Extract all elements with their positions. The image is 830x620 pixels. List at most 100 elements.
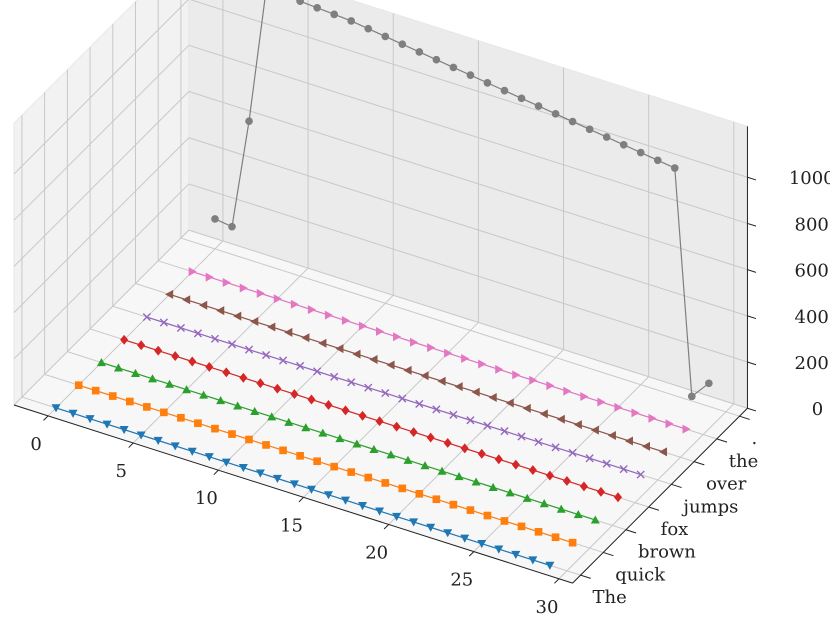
data-point-marker: [545, 561, 555, 570]
data-point-marker: [51, 404, 61, 413]
marker-stroke: [176, 323, 186, 333]
data-point-marker: [182, 385, 192, 394]
marker-stroke: [330, 372, 339, 381]
data-point-marker: [580, 392, 589, 402]
data-point-marker: [624, 436, 633, 446]
data-point-marker: [182, 295, 191, 305]
data-point-marker: [256, 378, 265, 389]
data-point-marker: [153, 436, 163, 445]
data-point-marker: [244, 345, 254, 354]
gridline-x: [558, 403, 735, 580]
marker-stroke: [432, 405, 441, 414]
data-point-marker: [307, 305, 316, 315]
data-point-marker: [330, 462, 338, 471]
data-point-marker: [290, 389, 299, 400]
y-tick-label: over: [706, 474, 747, 495]
data-point-marker: [426, 523, 436, 532]
data-point-marker: [415, 399, 424, 409]
marker-stroke: [415, 399, 424, 409]
data-point-marker: [375, 416, 384, 427]
data-point-marker: [602, 133, 611, 141]
data-point-marker: [539, 499, 549, 508]
data-point-marker: [210, 334, 220, 343]
y-tick-mark: [580, 574, 591, 579]
marker-stroke: [364, 383, 373, 392]
data-point-marker: [449, 500, 458, 509]
data-point-marker: [687, 392, 696, 401]
y-tick-label: The: [593, 587, 627, 608]
data-point-marker: [483, 79, 492, 87]
data-point-marker: [330, 372, 339, 381]
data-point-marker: [227, 340, 237, 349]
data-point-marker: [324, 310, 334, 320]
data-point-marker: [483, 421, 492, 430]
data-point-marker: [648, 413, 657, 423]
data-point-marker: [585, 125, 594, 134]
data-point-marker: [177, 413, 185, 422]
marker-stroke: [483, 421, 492, 430]
data-point-marker: [705, 379, 713, 388]
data-point-marker: [398, 484, 407, 493]
data-point-marker: [222, 278, 231, 288]
data-point-marker: [551, 110, 560, 118]
data-point-marker: [437, 376, 446, 386]
data-point-marker: [386, 360, 395, 370]
data-point-marker: [364, 473, 373, 482]
data-point-marker: [432, 495, 441, 504]
data-point-marker: [136, 431, 146, 440]
x-tick-label: 0: [30, 434, 41, 455]
data-point-marker: [585, 454, 594, 463]
data-point-marker: [398, 40, 407, 49]
data-point-marker: [262, 441, 270, 449]
data-point-marker: [307, 394, 316, 405]
data-point-marker: [614, 402, 623, 412]
data-point-marker: [551, 443, 560, 452]
data-point-marker: [427, 343, 436, 353]
data-point-marker: [466, 71, 475, 79]
data-point-marker: [313, 3, 321, 12]
data-point-marker: [443, 438, 452, 448]
x-tick-mark: [383, 524, 390, 530]
data-point-marker: [500, 86, 509, 95]
data-point-marker: [420, 461, 430, 470]
data-point-marker: [494, 454, 503, 465]
data-point-marker: [228, 430, 236, 438]
data-point-marker: [199, 390, 209, 399]
data-point-marker: [194, 419, 202, 428]
data-point-marker: [529, 375, 538, 385]
data-point-marker: [108, 392, 117, 400]
data-point-marker: [607, 431, 616, 441]
marker-stroke: [602, 459, 611, 468]
data-point-marker: [546, 381, 555, 391]
marker-stroke: [193, 329, 203, 338]
data-point-marker: [170, 442, 180, 451]
x-tick-mark: [298, 496, 304, 503]
y-tick-mark: [671, 483, 682, 489]
x-tick-label: 10: [195, 488, 218, 509]
gridline-z: [13, 44, 190, 221]
data-point-marker: [369, 355, 378, 365]
data-point-marker: [335, 434, 345, 443]
data-point-marker: [273, 383, 282, 394]
marker-stroke: [568, 448, 577, 457]
z-tick-label: 6000: [795, 261, 830, 282]
y-tick-label: fox: [661, 519, 689, 540]
data-point-marker: [165, 289, 174, 299]
data-point-marker: [154, 345, 163, 356]
data-point-marker: [381, 388, 390, 398]
data-point-marker: [284, 417, 294, 426]
y-tick-label: .: [752, 428, 758, 449]
marker-stroke: [534, 437, 543, 447]
data-point-marker: [188, 356, 197, 367]
data-point-marker: [233, 311, 242, 321]
data-point-marker: [205, 272, 214, 282]
z-tick-label: 10000: [789, 168, 830, 189]
z-tick-mark: [747, 222, 757, 227]
series-3: [120, 334, 623, 503]
data-point-marker: [267, 412, 277, 421]
data-point-marker: [278, 356, 288, 365]
marker-stroke: [449, 410, 458, 419]
data-point-marker: [330, 10, 339, 19]
series-1: [74, 381, 577, 547]
data-point-marker: [216, 396, 226, 405]
